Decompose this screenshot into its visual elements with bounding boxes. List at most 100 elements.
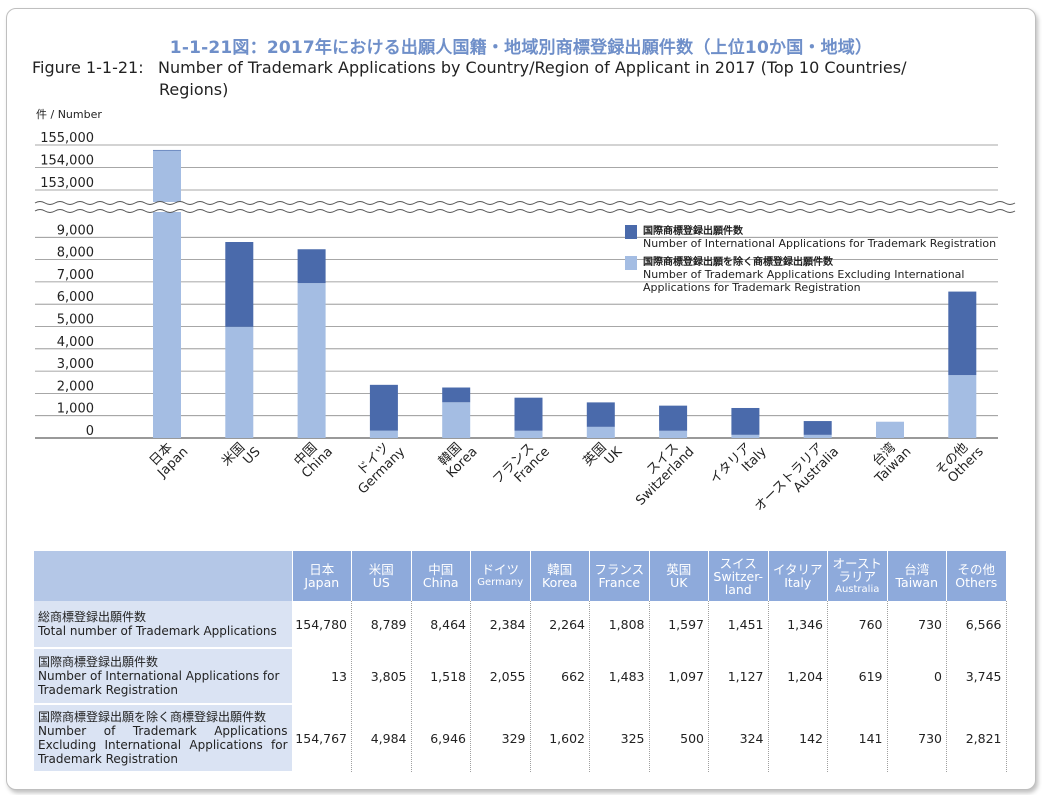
table-cell: 2,821 bbox=[946, 704, 1007, 773]
bar-international bbox=[948, 291, 977, 376]
bar-international bbox=[225, 242, 254, 327]
y-tick-label: 0 bbox=[86, 424, 94, 439]
bar-excluding-intl bbox=[731, 434, 760, 438]
y-tick-label: 8,000 bbox=[57, 246, 94, 261]
header-en: Japan bbox=[304, 575, 340, 590]
table-column-header: 中国 China bbox=[411, 551, 471, 601]
bar-excluding-intl bbox=[586, 426, 615, 438]
header-en: Italy bbox=[784, 575, 812, 590]
row-label-jp: 国際商標登録出願件数 bbox=[38, 655, 159, 669]
table-cell: 325 bbox=[589, 704, 650, 773]
header-en: Australia bbox=[835, 583, 880, 595]
table-column-header: スイス Switzer-land bbox=[708, 551, 769, 601]
table-cell: 1,483 bbox=[589, 648, 650, 705]
header-en: France bbox=[598, 575, 641, 590]
table-cell: 8,464 bbox=[411, 601, 471, 649]
chart-title-en: Figure 1-1-21: Number of Trademark Applic… bbox=[32, 57, 1022, 101]
bar-international bbox=[442, 387, 471, 403]
table-corner-cell bbox=[34, 551, 293, 601]
table-cell: 8,789 bbox=[351, 601, 412, 649]
table-cell: 13 bbox=[292, 648, 352, 705]
table-cell: 2,384 bbox=[470, 601, 531, 649]
bar-international bbox=[369, 384, 398, 431]
row-label-en: Total number of Trademark Applications bbox=[38, 624, 277, 638]
table-header-row: 日本 Japan 米国 US 中国 China ドイツ Germany 韓国 Korea フランス F… bbox=[34, 551, 1007, 601]
y-tick-label: 153,000 bbox=[40, 176, 94, 191]
table-cell: 1,597 bbox=[649, 601, 709, 649]
row-label-jp: 国際商標登録出願を除く商標登録出願件数 bbox=[38, 710, 267, 724]
header-jp: スイス bbox=[719, 555, 757, 571]
legend-label-en: Number of International Applications for… bbox=[643, 237, 996, 250]
table-cell: 1,518 bbox=[411, 648, 471, 705]
y-tick-label: 154,000 bbox=[40, 154, 94, 169]
header-jp: 韓国 bbox=[547, 562, 573, 577]
header-en: China bbox=[422, 575, 459, 590]
table-cell: 730 bbox=[887, 601, 947, 649]
table-cell: 662 bbox=[530, 648, 590, 705]
header-jp: 台湾 bbox=[904, 562, 930, 577]
table-column-header: フランス France bbox=[589, 551, 650, 601]
table-column-header: 日本 Japan bbox=[292, 551, 352, 601]
y-axis-label: 件 / Number bbox=[36, 108, 102, 121]
header-jp: 英国 bbox=[666, 562, 692, 577]
bar-excluding-intl bbox=[659, 430, 688, 438]
table-cell: 324 bbox=[708, 704, 769, 773]
header-jp: オースト ラリア bbox=[832, 555, 882, 584]
row-label: 国際商標登録出願を除く商標登録出願件数 Number of Trademark A… bbox=[34, 704, 293, 773]
table-cell: 329 bbox=[470, 704, 531, 773]
table-column-header: 韓国 Korea bbox=[530, 551, 590, 601]
table-column-header: 米国 US bbox=[351, 551, 412, 601]
legend-swatch bbox=[625, 256, 637, 270]
table-cell: 1,346 bbox=[768, 601, 828, 649]
header-jp: ドイツ bbox=[481, 562, 519, 577]
table-cell: 3,745 bbox=[946, 648, 1007, 705]
table-cell: 142 bbox=[768, 704, 828, 773]
bar-excluding-intl bbox=[153, 150, 181, 438]
table-row: 国際商標登録出願を除く商標登録出願件数 Number of Trademark A… bbox=[34, 704, 1007, 773]
header-en: Switzer-land bbox=[713, 568, 764, 597]
y-tick-label: 9,000 bbox=[57, 223, 94, 238]
table-cell: 1,204 bbox=[768, 648, 828, 705]
title-en-line2: Regions) bbox=[159, 80, 229, 99]
axis-break-line bbox=[34, 209, 1016, 213]
header-jp: イタリア bbox=[772, 562, 823, 577]
table-cell: 0 bbox=[887, 648, 947, 705]
table-cell: 6,946 bbox=[411, 704, 471, 773]
data-table: 日本 Japan 米国 US 中国 China ドイツ Germany 韓国 Korea フランス F… bbox=[34, 551, 1007, 773]
y-tick-label: 155,000 bbox=[40, 131, 94, 146]
row-label: 国際商標登録出願件数 Number of International Applic… bbox=[34, 648, 293, 705]
row-label-en: Number of Trademark Applications Excludi… bbox=[38, 724, 288, 766]
axis-break-line bbox=[34, 201, 1016, 205]
table-cell: 760 bbox=[827, 601, 888, 649]
header-en: Germany bbox=[477, 577, 524, 588]
table-cell: 154,767 bbox=[292, 704, 352, 773]
table-cell: 1,097 bbox=[649, 648, 709, 705]
table-cell: 1,127 bbox=[708, 648, 769, 705]
bar-excluding-intl bbox=[948, 375, 977, 438]
legend-label-jp: 国際商標登録出願を除く商標登録出願件数 bbox=[643, 255, 834, 268]
y-tick-label: 3,000 bbox=[57, 357, 94, 372]
row-label-jp: 総商標登録出願件数 bbox=[38, 610, 147, 624]
header-jp: 中国 bbox=[428, 562, 454, 577]
bar-international bbox=[586, 402, 615, 427]
y-tick-label: 4,000 bbox=[57, 335, 94, 350]
header-jp: 米国 bbox=[368, 562, 394, 577]
stacked-bar-chart: 件 / Number 0 1,000 2,000 3,000 4,000 5,000 6,00… bbox=[34, 108, 1016, 515]
figure-number: Figure 1-1-21: bbox=[32, 58, 144, 77]
table-column-header: その他 Others bbox=[946, 551, 1007, 601]
header-en: US bbox=[372, 575, 390, 590]
header-en: Korea bbox=[542, 575, 578, 590]
y-tick-label: 1,000 bbox=[57, 402, 94, 417]
legend-swatch bbox=[625, 225, 637, 239]
legend-label-en: Applications for Trademark Registration bbox=[643, 281, 861, 294]
bar-excluding-intl bbox=[514, 430, 543, 438]
table-cell: 730 bbox=[887, 704, 947, 773]
